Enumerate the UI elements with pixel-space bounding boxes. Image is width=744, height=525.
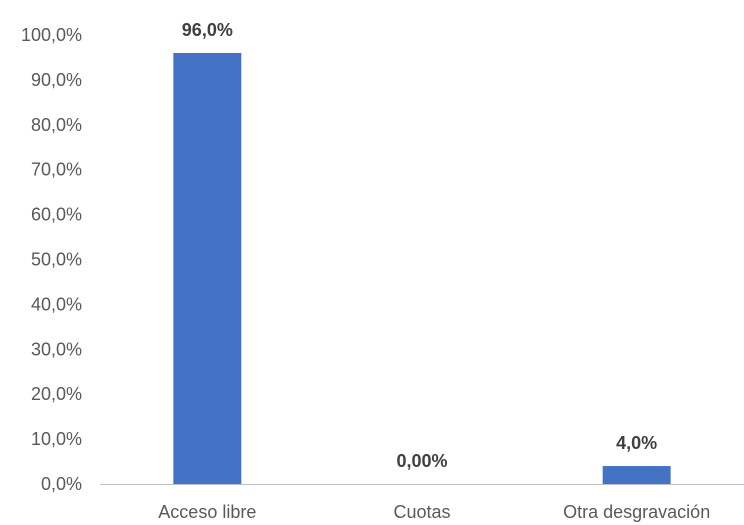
- data-label: 96,0%: [182, 20, 233, 40]
- y-tick-label: 70,0%: [31, 160, 82, 180]
- bar: [602, 466, 671, 484]
- y-tick-label: 100,0%: [21, 25, 82, 45]
- y-tick-label: 90,0%: [31, 70, 82, 90]
- y-tick-label: 0,0%: [41, 474, 82, 494]
- y-tick-label: 50,0%: [31, 250, 82, 270]
- y-axis-ticks: 0,0% 10,0% 20,0% 30,0% 40,0% 50,0% 60,0% 70,0% 8…: [21, 25, 82, 494]
- category-label: Cuotas: [393, 502, 450, 522]
- category-label: Otra desgravación: [563, 502, 710, 522]
- y-tick-label: 20,0%: [31, 384, 82, 404]
- data-label: 4,0%: [616, 433, 657, 453]
- y-tick-label: 80,0%: [31, 115, 82, 135]
- bar: [173, 52, 242, 485]
- data-label: 0,00%: [396, 451, 447, 471]
- y-tick-label: 10,0%: [31, 429, 82, 449]
- bars: [173, 52, 671, 485]
- y-tick-label: 30,0%: [31, 339, 82, 359]
- y-tick-label: 40,0%: [31, 294, 82, 314]
- category-label: Acceso libre: [158, 502, 256, 522]
- y-tick-label: 60,0%: [31, 205, 82, 225]
- data-labels: 96,0% 0,00% 4,0%: [182, 20, 657, 471]
- category-labels: Acceso libre Cuotas Otra desgravación: [158, 502, 710, 522]
